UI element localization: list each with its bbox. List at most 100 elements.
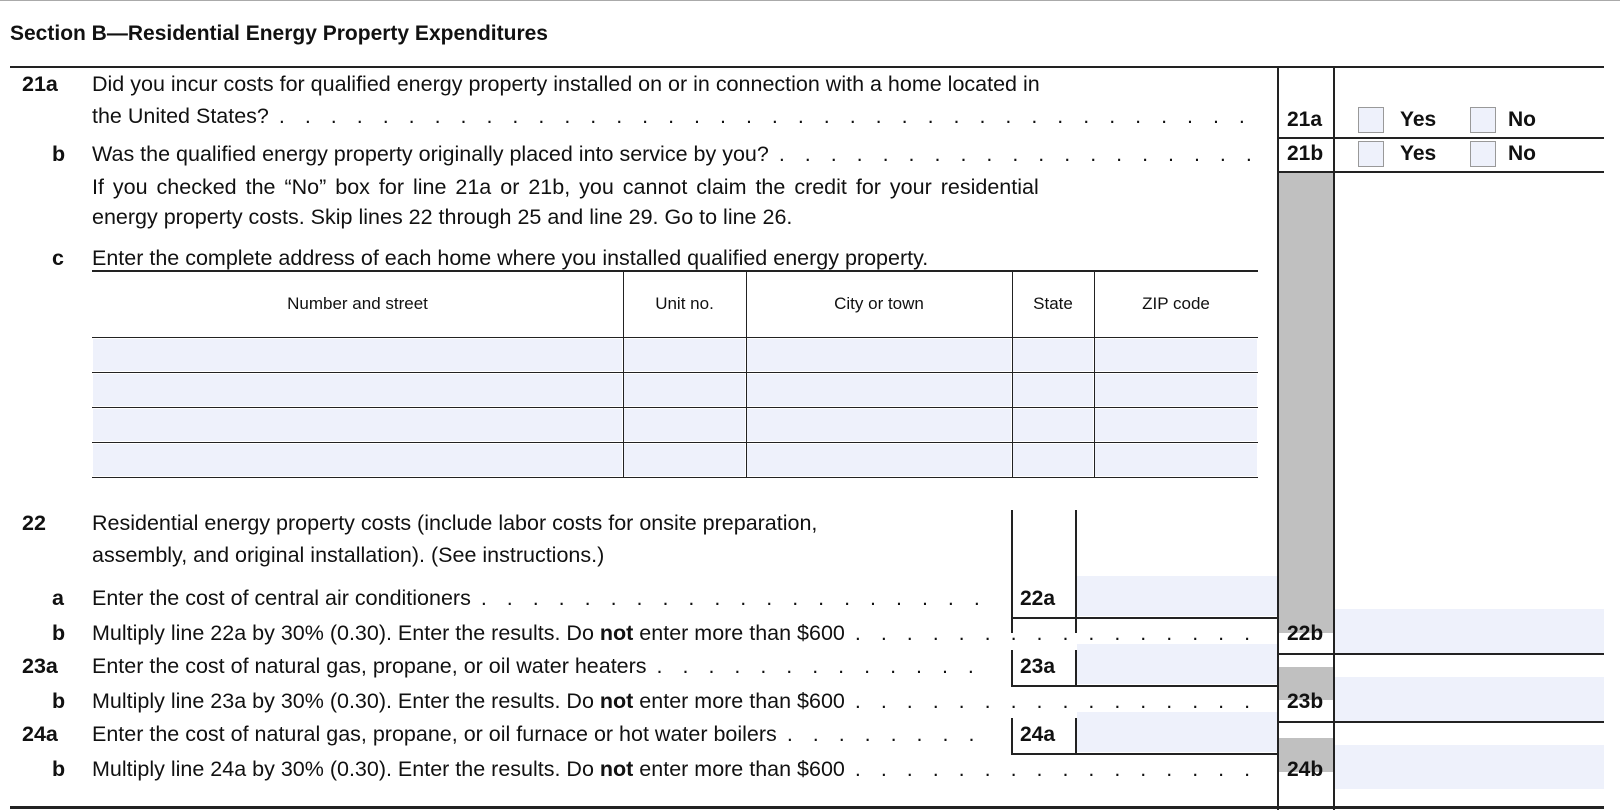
box-label-22b: 22b bbox=[1287, 622, 1324, 645]
leader-dots: . . . . . . . . . . . . . . . . . . . . … bbox=[854, 621, 1252, 645]
leader-dots: . . . . . . . . . . . . . . . . . . . . … bbox=[656, 654, 992, 678]
line-text: the United States? bbox=[92, 104, 269, 128]
leader-dots: . . . . . . . . . . . . . . . . . . . . … bbox=[778, 142, 1252, 166]
amount-field-22b[interactable] bbox=[1335, 609, 1604, 653]
address-cell[interactable] bbox=[93, 374, 622, 406]
line-number: 23a bbox=[22, 654, 58, 678]
row-rule bbox=[1011, 685, 1279, 687]
column-divider bbox=[1333, 67, 1335, 810]
address-cell[interactable] bbox=[747, 444, 1011, 476]
line-number: 21a bbox=[22, 72, 58, 96]
table-rule bbox=[92, 407, 1258, 408]
line-text: Enter the cost of natural gas, propane, … bbox=[92, 654, 647, 678]
shaded-cell bbox=[1279, 738, 1333, 772]
line-text-part: Multiply line 23a by 30% (0.30). Enter t… bbox=[92, 689, 600, 713]
checkbox-21b-yes[interactable] bbox=[1358, 141, 1384, 167]
bottom-rule bbox=[10, 806, 1604, 809]
column-divider bbox=[1011, 582, 1013, 618]
address-cell[interactable] bbox=[747, 409, 1011, 441]
section-title: Section B—Residential Energy Property Ex… bbox=[10, 22, 548, 45]
line-number: b bbox=[52, 689, 66, 713]
line-text: Multiply line 23a by 30% (0.30). Enter t… bbox=[92, 689, 845, 714]
box-label-21b: 21b bbox=[1287, 142, 1324, 165]
address-cell[interactable] bbox=[93, 339, 622, 371]
column-divider bbox=[1075, 582, 1077, 618]
column-divider bbox=[1011, 510, 1013, 633]
table-rule bbox=[92, 442, 1258, 443]
line-number: 24a bbox=[22, 722, 58, 746]
amount-field-23b[interactable] bbox=[1335, 677, 1604, 721]
column-divider bbox=[1277, 67, 1279, 810]
address-cell[interactable] bbox=[624, 339, 745, 371]
leader-dots: . . . . . . . . . . . . . . . . . . . . … bbox=[278, 104, 1252, 128]
yes-label: Yes bbox=[1400, 142, 1437, 165]
amount-field-23a[interactable] bbox=[1077, 644, 1277, 684]
checkbox-21b-no[interactable] bbox=[1470, 141, 1496, 167]
row-rule bbox=[1279, 653, 1604, 655]
top-rule bbox=[0, 0, 1620, 1]
checkbox-21a-yes[interactable] bbox=[1358, 107, 1384, 133]
address-cell[interactable] bbox=[93, 409, 622, 441]
address-cell[interactable] bbox=[747, 339, 1011, 371]
instruction-note: energy property costs. Skip lines 22 thr… bbox=[92, 205, 793, 229]
column-divider bbox=[1094, 271, 1095, 478]
box-label-24b: 24b bbox=[1287, 758, 1324, 781]
row-rule bbox=[1011, 753, 1279, 755]
line-text-part: enter more than $600 bbox=[633, 757, 845, 781]
table-rule bbox=[92, 372, 1258, 373]
address-cell[interactable] bbox=[624, 409, 745, 441]
table-rule bbox=[92, 477, 1258, 478]
box-label-22a: 22a bbox=[1020, 587, 1056, 610]
amount-field-24b[interactable] bbox=[1335, 745, 1604, 789]
address-cell[interactable] bbox=[747, 374, 1011, 406]
amount-field-24a[interactable] bbox=[1077, 712, 1277, 752]
column-header: ZIP code bbox=[1142, 294, 1210, 313]
line-text: Enter the cost of central air conditione… bbox=[92, 586, 471, 610]
leader-dots: . . . . . . . . . . . . . . . . . . . . … bbox=[786, 722, 992, 746]
address-cell[interactable] bbox=[1095, 444, 1257, 476]
box-label-21a: 21a bbox=[1287, 108, 1323, 131]
shaded-cell bbox=[1279, 172, 1333, 633]
table-rule bbox=[92, 337, 1258, 338]
line-text: Enter the complete address of each home … bbox=[92, 246, 929, 270]
line-text-part: enter more than $600 bbox=[633, 689, 845, 713]
column-header: State bbox=[1033, 294, 1073, 313]
box-label-24a: 24a bbox=[1020, 723, 1056, 746]
line-text: Did you incur costs for qualified energy… bbox=[92, 72, 1040, 96]
address-cell[interactable] bbox=[1095, 339, 1257, 371]
line-text: Enter the cost of natural gas, propane, … bbox=[92, 722, 777, 746]
row-rule bbox=[1011, 617, 1279, 619]
row-rule bbox=[1279, 171, 1604, 173]
address-cell[interactable] bbox=[1013, 339, 1093, 371]
address-cell[interactable] bbox=[1013, 444, 1093, 476]
address-cell[interactable] bbox=[1013, 409, 1093, 441]
address-cell[interactable] bbox=[1013, 374, 1093, 406]
line-text: Multiply line 24a by 30% (0.30). Enter t… bbox=[92, 757, 845, 782]
emphasis: not bbox=[599, 757, 634, 781]
row-rule bbox=[1279, 721, 1604, 723]
shaded-cell bbox=[1279, 667, 1333, 700]
column-divider bbox=[1011, 718, 1013, 754]
leader-dots: . . . . . . . . . . . . . . . . . . . . … bbox=[480, 586, 992, 610]
column-divider bbox=[1075, 650, 1077, 686]
address-cell[interactable] bbox=[93, 444, 622, 476]
line-number: 22 bbox=[22, 511, 46, 535]
column-divider bbox=[1075, 510, 1077, 633]
column-header: City or town bbox=[834, 294, 924, 313]
address-cell[interactable] bbox=[1095, 409, 1257, 441]
column-divider bbox=[1075, 718, 1077, 754]
column-divider bbox=[1012, 271, 1013, 478]
no-label: No bbox=[1508, 108, 1536, 131]
yes-label: Yes bbox=[1400, 108, 1437, 131]
line-number: a bbox=[52, 586, 64, 610]
checkbox-21a-no[interactable] bbox=[1470, 107, 1496, 133]
amount-field-22a[interactable] bbox=[1077, 576, 1277, 616]
line-number: b bbox=[52, 142, 66, 166]
line-number: c bbox=[52, 246, 64, 270]
address-cell[interactable] bbox=[1095, 374, 1257, 406]
address-cell[interactable] bbox=[624, 444, 745, 476]
address-cell[interactable] bbox=[624, 374, 745, 406]
column-divider bbox=[746, 271, 747, 478]
emphasis: not bbox=[599, 621, 634, 645]
line-text-part: enter more than $600 bbox=[633, 621, 845, 645]
